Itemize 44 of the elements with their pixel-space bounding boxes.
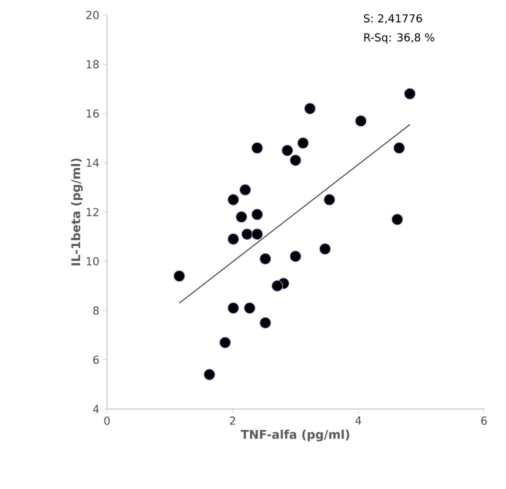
point [251,228,263,240]
point [219,336,231,348]
y-tick-label: 18 [86,60,99,68]
point [290,250,302,262]
point [241,228,253,240]
x-tick-label: 2 [230,416,236,425]
y-tick-label: 4 [93,405,99,413]
point [227,194,240,206]
point [239,184,252,196]
point [319,243,331,255]
x-tick-label: 4 [355,416,362,425]
point [282,144,294,156]
x-axis-title: TNF-alfa (pg/ml) [240,430,350,442]
annotation: S: 2,41776 [364,14,422,24]
annotation: R-Sq: 36,8 % [364,33,434,44]
y-tick-label: 10 [86,257,99,266]
point [404,88,416,100]
point [260,317,272,329]
point [251,142,263,154]
y-tick-label: 14 [86,158,99,167]
x-tick-label: 6 [481,416,487,425]
point [173,270,186,282]
point [324,194,336,206]
point [227,233,240,245]
x-tick-label: 0 [104,416,110,425]
y-tick-label: 20 [86,10,99,20]
y-tick-label: 6 [93,356,99,364]
y-tick-label: 12 [86,208,98,216]
point [227,302,240,314]
point [290,154,302,166]
point [391,214,404,226]
point [236,211,248,223]
y-axis-title: IL-1beta (pg/ml) [71,158,83,266]
point [355,115,367,127]
point [297,137,309,149]
point [204,368,216,380]
y-tick-label: 16 [86,109,99,118]
point [244,302,256,314]
point [251,208,263,220]
point [304,102,316,114]
point [260,252,272,265]
y-tick-label: 8 [93,306,99,315]
point [393,142,405,154]
point [271,280,284,292]
